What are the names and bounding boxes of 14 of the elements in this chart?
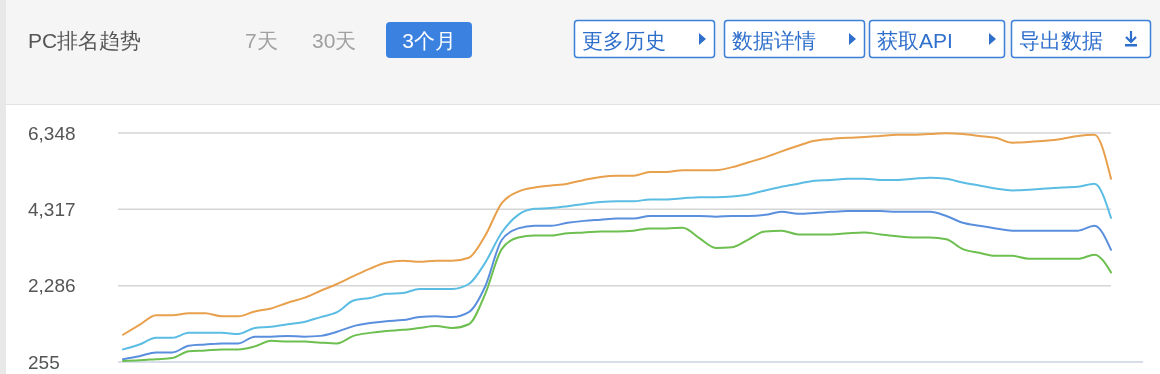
text: 数据详情: [732, 29, 816, 52]
line-series: [122, 176, 1112, 351]
text: 更多历史: [582, 29, 666, 52]
y-tick-label: 2,286: [28, 275, 76, 297]
text: 获取API: [877, 29, 953, 52]
y-tick-label: 6,348: [28, 122, 76, 144]
text: 导出数据: [1019, 29, 1103, 52]
line-series: [122, 132, 1112, 336]
y-tick-label: 255: [28, 351, 60, 373]
y-tick-label: 4,317: [28, 198, 76, 220]
text: 7天: [245, 29, 278, 52]
text: 30天: [312, 29, 357, 52]
chart-title: PC排名趋势: [28, 29, 142, 52]
text: 3个月: [402, 29, 456, 52]
